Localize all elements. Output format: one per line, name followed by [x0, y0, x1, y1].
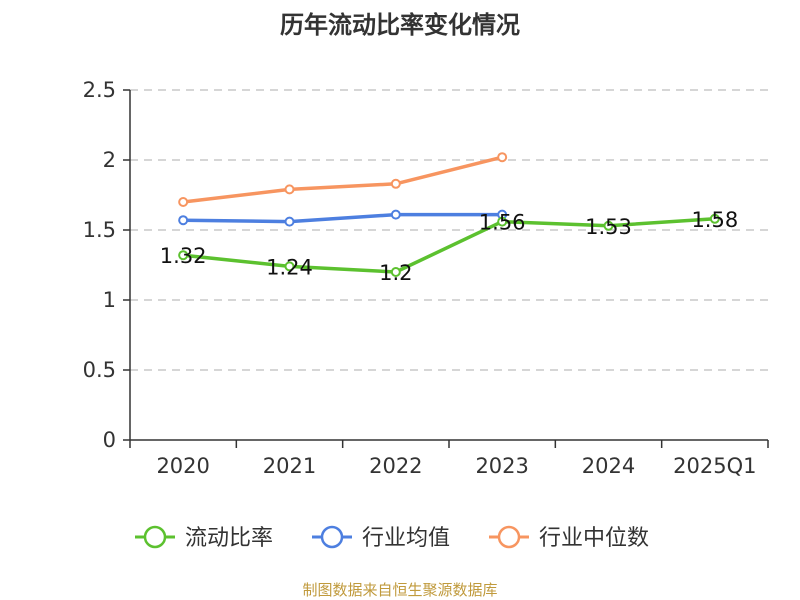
- data-label: 1.24: [266, 255, 313, 279]
- y-tick-label: 1: [103, 288, 116, 312]
- data-point: [390, 267, 401, 277]
- data-label: 1.53: [585, 215, 632, 239]
- y-tick-label: 2.5: [83, 78, 116, 102]
- data-point: [390, 209, 401, 220]
- data-point: [497, 152, 508, 163]
- data-point: [284, 216, 295, 227]
- data-point: [178, 197, 189, 207]
- data-point: [284, 184, 295, 195]
- data-point: [603, 220, 614, 231]
- data-point: [709, 213, 720, 224]
- legend-marker: [497, 525, 521, 549]
- series-layer: [178, 152, 720, 277]
- series-line-0: [181, 217, 717, 274]
- data-point: [178, 215, 189, 226]
- x-tick-label: 2025Q1: [673, 454, 756, 478]
- data-point: [390, 178, 401, 189]
- data-label: 1.2: [379, 261, 412, 285]
- legend-label: 行业均值: [362, 526, 450, 551]
- series-line-2: [181, 155, 504, 204]
- data-label: 1.56: [479, 211, 526, 235]
- data-point: [178, 250, 189, 261]
- data-point: [284, 261, 295, 272]
- legend-item: 行业均值: [312, 525, 450, 551]
- series-line-1: [181, 212, 504, 224]
- legend-label: 流动比率: [185, 526, 273, 551]
- data-label: 1.32: [160, 244, 207, 268]
- legend-label: 行业中位数: [539, 526, 649, 551]
- legend-marker: [143, 525, 167, 549]
- y-tick-label: 1.5: [83, 218, 116, 242]
- legend-item: 流动比率: [135, 525, 273, 551]
- source-note: 制图数据来自恒生聚源数据库: [302, 581, 497, 599]
- x-tick-label: 2023: [475, 454, 528, 478]
- x-tick-label: 2022: [369, 454, 422, 478]
- chart-title: 历年流动比率变化情况: [280, 11, 520, 39]
- legend-marker: [320, 525, 344, 549]
- x-tick-label: 2024: [582, 454, 635, 478]
- y-tick-label: 0.5: [83, 358, 116, 382]
- grid-lines: [130, 89, 768, 371]
- axes: 0 0.5 1 1.5 2 2.5 2020 2021 2022 2023 2024 2025Q1: [83, 78, 769, 478]
- legend-item: 行业中位数: [489, 525, 649, 551]
- data-label: 1.58: [691, 208, 738, 232]
- x-tick-label: 2020: [156, 454, 209, 478]
- y-tick-label: 2: [103, 148, 116, 172]
- y-tick-label: 0: [103, 428, 116, 452]
- data-point: [497, 216, 508, 227]
- data-labels: 1.32 1.24 1.2 1.56 1.53 1.58: [160, 208, 738, 285]
- x-tick-label: 2021: [263, 454, 316, 478]
- legend: 流动比率 行业均值 行业中位数: [135, 525, 649, 551]
